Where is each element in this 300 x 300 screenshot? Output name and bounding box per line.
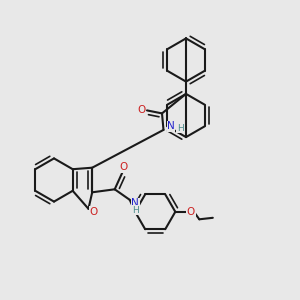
Text: O: O: [187, 207, 195, 217]
Text: H: H: [177, 124, 183, 133]
Text: H: H: [132, 206, 139, 215]
Text: N: N: [131, 198, 139, 208]
Text: O: O: [137, 105, 146, 116]
Text: O: O: [90, 207, 98, 217]
Text: N: N: [167, 121, 175, 131]
Text: O: O: [120, 162, 128, 172]
